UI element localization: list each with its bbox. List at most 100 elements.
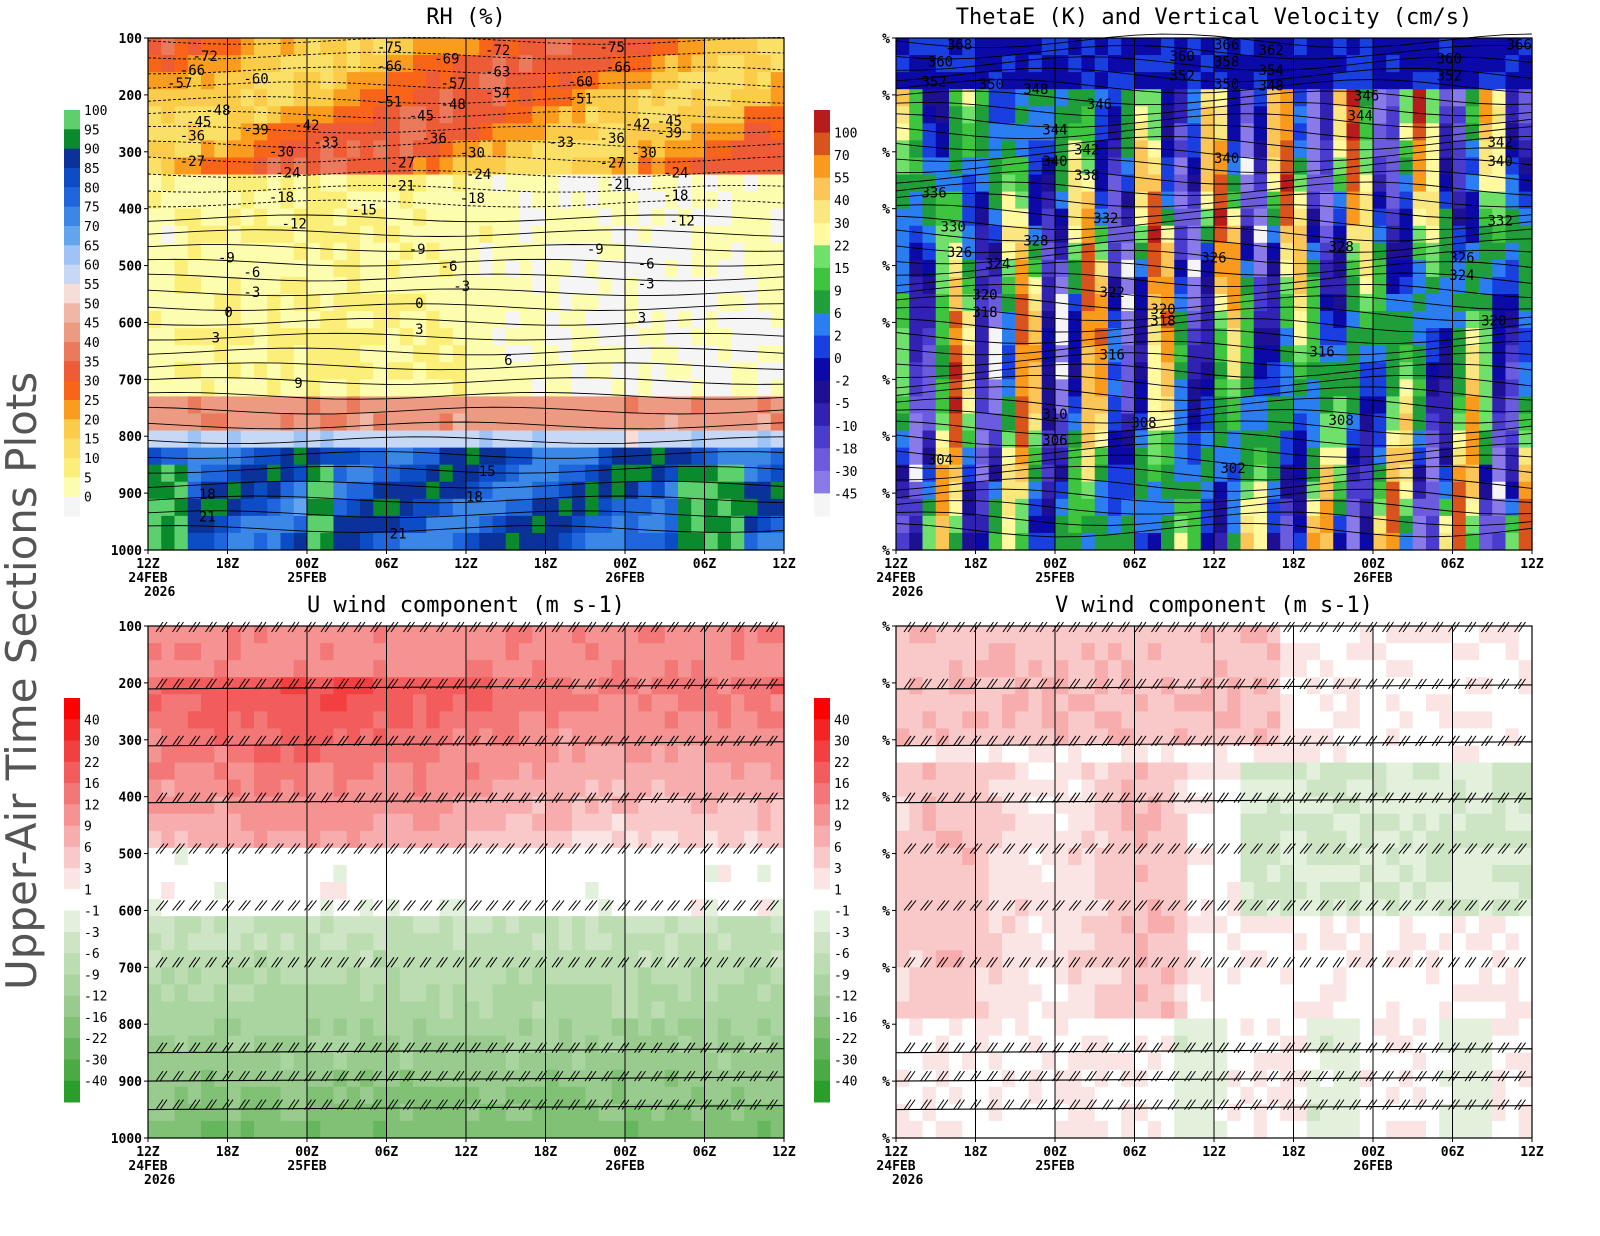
heatmap-cell <box>664 847 679 866</box>
heatmap-cell <box>558 532 573 551</box>
heatmap-cell <box>678 660 692 678</box>
heatmap-cell <box>545 55 560 73</box>
heatmap-cell <box>1412 328 1427 346</box>
heatmap-cell <box>373 694 388 712</box>
heatmap-cell <box>625 1001 639 1020</box>
heatmap-cell <box>254 123 268 141</box>
heatmap-cell <box>572 345 586 363</box>
heatmap-cell <box>896 498 910 517</box>
heatmap-cell <box>545 89 560 107</box>
heatmap-cell <box>214 660 229 678</box>
heatmap-cell <box>572 362 586 380</box>
heatmap-cell <box>1267 447 1281 466</box>
heatmap-cell <box>1227 481 1242 500</box>
heatmap-cell <box>148 1035 162 1054</box>
heatmap-cell <box>638 191 653 210</box>
heatmap-cell <box>704 259 719 278</box>
colorbar-label: -30 <box>834 465 857 480</box>
heatmap-cell <box>254 345 268 363</box>
contour-label: -3 <box>243 285 260 301</box>
heatmap-cell <box>214 242 229 261</box>
heatmap-cell <box>585 447 600 466</box>
heatmap-cell <box>439 813 454 832</box>
heatmap-cell <box>1041 345 1056 363</box>
heatmap-cell <box>651 660 666 678</box>
heatmap-cell <box>988 430 1003 449</box>
heatmap-cell <box>1055 328 1069 346</box>
heatmap-cell <box>625 259 639 278</box>
heatmap-cell <box>519 779 533 798</box>
heatmap-cell <box>293 847 308 866</box>
heatmap-cell <box>479 643 494 661</box>
heatmap-cell <box>598 1001 613 1020</box>
heatmap-cell <box>479 711 494 729</box>
heatmap-cell <box>1161 106 1175 124</box>
heatmap-cell <box>254 55 268 73</box>
heatmap-cell <box>744 123 759 141</box>
heatmap-cell <box>1439 225 1454 244</box>
heatmap-cell <box>1227 328 1242 346</box>
heatmap-cell <box>532 950 547 968</box>
heatmap-cell <box>545 1052 560 1071</box>
heatmap-cell <box>333 106 348 124</box>
heatmap-cell <box>1147 311 1162 329</box>
heatmap-cell <box>1426 140 1440 159</box>
heatmap-cell <box>1134 208 1149 227</box>
heatmap-cell <box>346 967 361 985</box>
heatmap-cell <box>466 1120 480 1139</box>
heatmap-cell <box>1015 379 1030 397</box>
heatmap-cell <box>413 950 427 968</box>
heatmap-cell <box>975 55 990 73</box>
heatmap-cell <box>1161 345 1175 363</box>
heatmap-cell <box>187 796 202 815</box>
heatmap-cell <box>611 515 626 534</box>
heatmap-cell <box>187 762 202 781</box>
heatmap-cell <box>532 711 547 729</box>
heatmap-cell <box>664 413 679 432</box>
heatmap-cell <box>346 1103 361 1122</box>
heatmap-cell <box>704 1018 719 1037</box>
heatmap-cell <box>240 311 255 329</box>
heatmap-cell <box>678 464 692 483</box>
heatmap-cell <box>214 413 229 432</box>
heatmap-cell <box>1320 311 1334 329</box>
colorbar-label: 30 <box>84 375 100 390</box>
contour-label: 318 <box>972 305 997 321</box>
heatmap-cell <box>896 157 910 176</box>
heatmap-cell <box>227 191 242 210</box>
heatmap-cell <box>346 762 361 781</box>
heatmap-cell <box>558 830 573 849</box>
heatmap-cell <box>214 89 229 107</box>
heatmap-cell <box>1346 345 1361 363</box>
heatmap-cell <box>227 396 242 415</box>
heatmap-cell <box>386 430 401 449</box>
heatmap-cell <box>452 864 467 883</box>
heatmap-cell <box>254 225 268 244</box>
heatmap-cell <box>452 242 467 261</box>
heatmap-cell <box>949 328 963 346</box>
heatmap-cell <box>267 379 282 397</box>
heatmap-cell <box>731 259 745 278</box>
heatmap-cell <box>664 38 679 56</box>
heatmap-cell <box>161 123 176 141</box>
heatmap-cell <box>1346 430 1361 449</box>
heatmap-cell <box>651 1086 666 1105</box>
heatmap-cell <box>439 464 454 483</box>
heatmap-cell <box>333 72 348 90</box>
heatmap-cell <box>935 413 950 432</box>
heatmap-cell <box>757 174 772 193</box>
heatmap-cell <box>1479 72 1493 90</box>
heatmap-cell <box>307 643 321 661</box>
heatmap-cell <box>1121 38 1136 56</box>
heatmap-cell <box>1346 72 1361 90</box>
heatmap-cell <box>1386 515 1401 534</box>
heatmap-cell <box>452 532 467 551</box>
heatmap-cell <box>1041 89 1056 107</box>
heatmap-cell <box>1015 140 1030 159</box>
heatmap-cell <box>704 1052 719 1071</box>
heatmap-cell <box>651 711 666 729</box>
heatmap-cell <box>373 967 388 985</box>
heatmap-cell <box>227 38 242 56</box>
heatmap-cell <box>439 1018 454 1037</box>
heatmap-cell <box>399 464 414 483</box>
